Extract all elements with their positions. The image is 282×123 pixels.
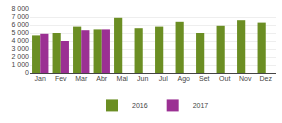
svg-text:0: 0 xyxy=(25,69,29,76)
svg-text:Ago: Ago xyxy=(178,75,191,83)
svg-text:5 000: 5 000 xyxy=(11,29,29,36)
svg-text:Abr: Abr xyxy=(96,75,108,82)
svg-text:Mar: Mar xyxy=(75,75,88,82)
svg-text:2017: 2017 xyxy=(193,102,209,109)
svg-text:Fev: Fev xyxy=(55,75,67,82)
svg-text:7 000: 7 000 xyxy=(11,13,29,20)
svg-text:Out: Out xyxy=(219,75,230,82)
svg-text:Jun: Jun xyxy=(137,75,148,82)
svg-text:4 000: 4 000 xyxy=(11,37,29,44)
svg-text:Jan: Jan xyxy=(35,75,46,82)
svg-text:2016: 2016 xyxy=(132,102,148,109)
svg-text:Dez: Dez xyxy=(260,75,273,82)
svg-text:Mai: Mai xyxy=(117,75,129,82)
svg-text:3 000: 3 000 xyxy=(11,45,29,52)
svg-text:Nov: Nov xyxy=(239,75,252,82)
svg-text:Set: Set xyxy=(199,75,210,82)
svg-text:1 000: 1 000 xyxy=(11,61,29,68)
svg-text:Jul: Jul xyxy=(159,75,168,82)
svg-text:2 000: 2 000 xyxy=(11,53,29,60)
svg-text:6 000: 6 000 xyxy=(11,21,29,28)
svg-text:8 000: 8 000 xyxy=(11,5,29,12)
